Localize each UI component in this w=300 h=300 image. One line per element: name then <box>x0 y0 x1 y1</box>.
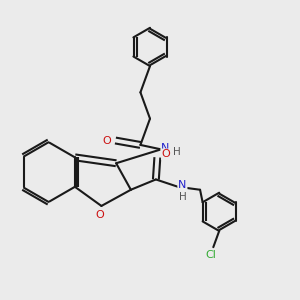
Text: O: O <box>96 210 104 220</box>
Text: H: H <box>173 147 181 157</box>
Text: N: N <box>161 143 169 153</box>
Text: O: O <box>162 149 171 159</box>
Text: Cl: Cl <box>205 250 216 260</box>
Text: N: N <box>178 180 187 190</box>
Text: O: O <box>103 136 112 146</box>
Text: H: H <box>179 192 187 202</box>
